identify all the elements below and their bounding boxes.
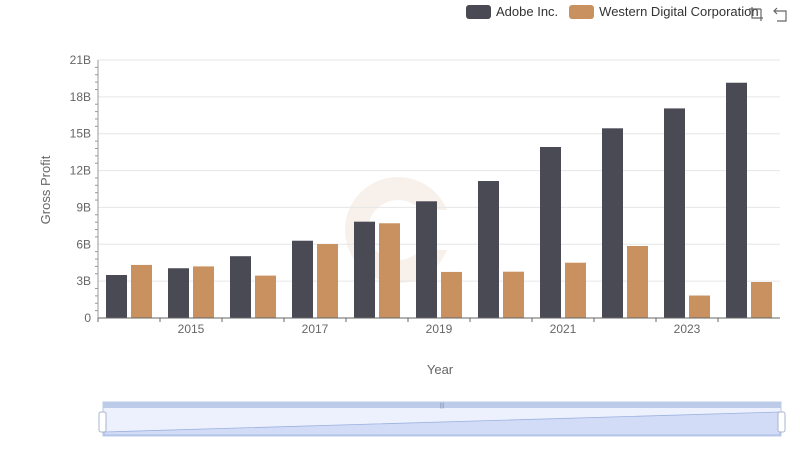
bar-adobe-2023[interactable] (664, 108, 685, 318)
y-tick-label: 6B (76, 237, 91, 251)
slider-handle-left[interactable] (98, 411, 107, 433)
axes: 0 3B 6B 9B 12B 15B 18B 21B 2015 2017 2019 2021 2023 (70, 53, 780, 336)
bar-western-digital-2017[interactable] (317, 244, 338, 318)
legend-item-adobe[interactable]: Adobe Inc. (466, 4, 558, 19)
x-tick-label: 2017 (302, 322, 329, 336)
bar-western-digital-2022[interactable] (627, 246, 648, 318)
bar-adobe-2024[interactable] (726, 82, 747, 318)
legend-label-western-digital: Western Digital Corporation (599, 4, 759, 19)
y-tick-label: 15B (70, 127, 91, 141)
legend: Adobe Inc. Western Digital Corporation (466, 4, 770, 19)
bar-adobe-2019[interactable] (416, 201, 437, 318)
data-zoom-slider[interactable]: ||| (98, 401, 786, 437)
slider-preview-area (103, 411, 781, 436)
slider-top-bar[interactable] (103, 402, 781, 408)
x-tick-label: 2019 (426, 322, 453, 336)
legend-swatch-adobe (466, 4, 491, 19)
bar-western-digital-2018[interactable] (379, 223, 400, 318)
y-tick-label: 18B (70, 90, 91, 104)
legend-swatch-western-digital (569, 4, 595, 19)
bar-western-digital-2024[interactable] (751, 282, 772, 318)
bar-adobe-2020[interactable] (478, 181, 499, 318)
x-tick-label: 2015 (178, 322, 205, 336)
x-tick-label: 2023 (674, 322, 701, 336)
zoom-icon[interactable] (748, 6, 764, 22)
bar-adobe-2022[interactable] (602, 128, 623, 318)
y-tick-label: 9B (76, 200, 91, 214)
bar-western-digital-2020[interactable] (503, 271, 524, 318)
y-tick-label: 21B (70, 53, 91, 67)
slider-grip-icon[interactable]: ||| (440, 403, 445, 409)
legend-label-adobe: Adobe Inc. (496, 4, 559, 19)
y-tick-label: 0 (84, 311, 91, 325)
bar-western-digital-2019[interactable] (441, 271, 462, 318)
bar-adobe-2014[interactable] (106, 275, 127, 318)
bar-adobe-2018[interactable] (354, 221, 375, 318)
bar-western-digital-2023[interactable] (689, 295, 710, 318)
slider-handle-right[interactable] (777, 411, 786, 433)
bar-adobe-2021[interactable] (540, 146, 561, 318)
y-axis-label: Gross Profit (38, 155, 53, 224)
y-tick-label: 12B (70, 164, 91, 178)
bar-adobe-2015[interactable] (168, 268, 189, 318)
bars (106, 82, 772, 318)
x-tick-label: 2021 (550, 322, 577, 336)
bar-western-digital-2014[interactable] (131, 264, 152, 318)
restore-icon[interactable] (773, 6, 789, 22)
bar-adobe-2017[interactable] (292, 240, 313, 318)
legend-item-western-digital[interactable]: Western Digital Corporation (569, 4, 759, 19)
bar-adobe-2016[interactable] (230, 256, 251, 318)
bar-western-digital-2016[interactable] (255, 275, 276, 318)
y-tick-label: 3B (76, 274, 91, 288)
x-axis-label: Year (427, 362, 454, 377)
bar-western-digital-2015[interactable] (193, 266, 214, 318)
bar-western-digital-2021[interactable] (565, 262, 586, 318)
